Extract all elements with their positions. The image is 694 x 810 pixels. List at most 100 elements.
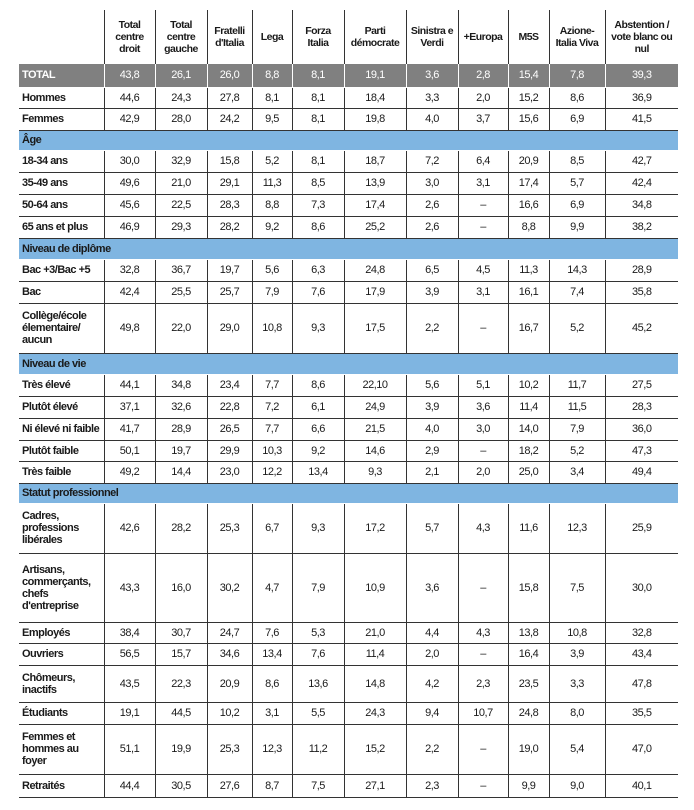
- value-cell: 3,0: [405, 172, 458, 195]
- value-cell: 32,9: [154, 150, 207, 173]
- value-cell: 3,3: [405, 87, 458, 109]
- value-cell: 32,6: [154, 396, 207, 419]
- value-cell: 8,1: [291, 87, 344, 109]
- value-cell: 5,1: [457, 374, 508, 397]
- value-cell: 22,8: [206, 396, 252, 419]
- value-cell: 9,2: [251, 216, 292, 239]
- value-cell: 17,5: [343, 303, 406, 354]
- table-row: Chômeurs, inactifs 43,5 22,3 20,9 8,6 13,6 14,…: [19, 665, 678, 703]
- table-row: Employés 38,4 30,7 24,7 7,6 5,3 21,0 4,4 4,3 13,8…: [19, 622, 678, 644]
- value-cell: 44,5: [154, 702, 207, 725]
- value-cell: 7,5: [291, 774, 344, 798]
- value-cell: 12,3: [251, 724, 292, 775]
- table-row: Ouvriers 56,5 15,7 34,6 13,4 7,6 11,4 2,0–16,4 3…: [19, 643, 678, 666]
- value-cell: 20,9: [206, 665, 252, 703]
- value-cell: 22,3: [154, 665, 207, 703]
- value-cell: 28,3: [604, 396, 678, 419]
- value-cell: –: [457, 440, 508, 462]
- value-cell: 29,9: [206, 440, 252, 462]
- value-cell: 7,2: [405, 150, 458, 173]
- table-row: Étudiants 19,1 44,5 10,2 3,1 5,5 24,3 9,4 10,7 24…: [19, 702, 678, 725]
- value-cell: –: [457, 724, 508, 775]
- value-cell: 28,0: [154, 108, 207, 131]
- value-cell: 4,5: [457, 259, 508, 282]
- value-cell: 9,5: [251, 108, 292, 131]
- value-cell: 28,2: [206, 216, 252, 239]
- value-cell: 17,2: [343, 503, 406, 554]
- value-cell: 14,3: [548, 259, 605, 282]
- value-cell: –: [457, 553, 508, 623]
- row-label: Femmes et hommes au foyer: [19, 724, 104, 775]
- value-cell: 17,4: [343, 194, 406, 217]
- value-cell: 6,9: [548, 194, 605, 217]
- value-cell: 49,6: [103, 172, 155, 195]
- value-cell: 5,6: [405, 374, 458, 397]
- value-cell: 8,1: [291, 150, 344, 173]
- value-cell: 9,2: [291, 440, 344, 462]
- value-cell: 45,6: [103, 194, 155, 217]
- value-cell: 36,9: [604, 87, 678, 109]
- value-cell: 7,9: [291, 553, 344, 623]
- value-cell: 4,0: [405, 108, 458, 131]
- value-cell: 41,5: [604, 108, 678, 131]
- value-cell: 30,0: [103, 150, 155, 173]
- value-cell: 42,9: [103, 108, 155, 131]
- total-row: TOTAL 43,8 26,1 26,0 8,8 8,1 19,1 3,6 2,8 15,4 7,8…: [19, 64, 678, 88]
- value-cell: 49,4: [604, 461, 678, 484]
- value-cell: 8,6: [291, 216, 344, 239]
- value-cell: 4,0: [405, 418, 458, 441]
- value-cell: 25,3: [206, 724, 252, 775]
- value-cell: 19,1: [343, 64, 406, 88]
- value-cell: 43,3: [103, 553, 155, 623]
- value-cell: 12,3: [548, 503, 605, 554]
- value-cell: 11,5: [548, 396, 605, 419]
- column-header: +Europa: [457, 10, 508, 64]
- value-cell: 10,8: [251, 303, 292, 354]
- value-cell: 3,4: [548, 461, 605, 484]
- value-cell: 25,5: [154, 281, 207, 304]
- value-cell: 50,1: [103, 440, 155, 462]
- value-cell: 11,3: [507, 259, 549, 282]
- row-label: Chômeurs, inactifs: [19, 665, 104, 703]
- value-cell: 5,7: [548, 172, 605, 195]
- value-cell: 4,7: [251, 553, 292, 623]
- table-row: Femmes et hommes au foyer 51,1 19,9 25,3 12,…: [19, 724, 678, 775]
- value-cell: 24,2: [206, 108, 252, 131]
- table-row: Artisans, commerçants, chefs d'entrepris…: [19, 553, 678, 623]
- value-cell: 14,6: [343, 440, 406, 462]
- value-cell: 18,7: [343, 150, 406, 173]
- value-cell: 6,5: [405, 259, 458, 282]
- value-cell: 5,3: [291, 622, 344, 644]
- value-cell: 2,2: [405, 303, 458, 354]
- section-header-row: Niveau de vie: [19, 353, 678, 375]
- value-cell: 25,3: [206, 503, 252, 554]
- value-cell: 8,6: [291, 374, 344, 397]
- value-cell: 26,1: [154, 64, 207, 88]
- value-cell: 36,7: [154, 259, 207, 282]
- row-label: 65 ans et plus: [19, 216, 104, 239]
- column-header: Azione-Italia Viva: [548, 10, 605, 64]
- value-cell: 17,9: [343, 281, 406, 304]
- row-label: Plutôt faible: [19, 440, 104, 462]
- value-cell: 5,7: [405, 503, 458, 554]
- section-title: Statut professionnel: [19, 483, 678, 504]
- value-cell: 5,2: [251, 150, 292, 173]
- value-cell: 2,1: [405, 461, 458, 484]
- row-label: Artisans, commerçants, chefs d'entrepris…: [19, 553, 104, 623]
- value-cell: 3,6: [405, 553, 458, 623]
- section-title: Âge: [19, 130, 678, 151]
- value-cell: 28,9: [604, 259, 678, 282]
- value-cell: 37,1: [103, 396, 155, 419]
- value-cell: 32,8: [103, 259, 155, 282]
- row-label: TOTAL: [19, 64, 104, 88]
- value-cell: 3,3: [548, 665, 605, 703]
- table-row: Bac 42,4 25,5 25,7 7,9 7,6 17,9 3,9 3,1 16,1 7,4 35…: [19, 281, 678, 304]
- value-cell: 15,8: [206, 150, 252, 173]
- section-header-row: Niveau de diplôme: [19, 238, 678, 260]
- value-cell: 6,1: [291, 396, 344, 419]
- value-cell: 8,6: [251, 665, 292, 703]
- value-cell: 9,0: [548, 774, 605, 798]
- value-cell: 9,9: [507, 774, 549, 798]
- value-cell: 18,4: [343, 87, 406, 109]
- value-cell: 42,6: [103, 503, 155, 554]
